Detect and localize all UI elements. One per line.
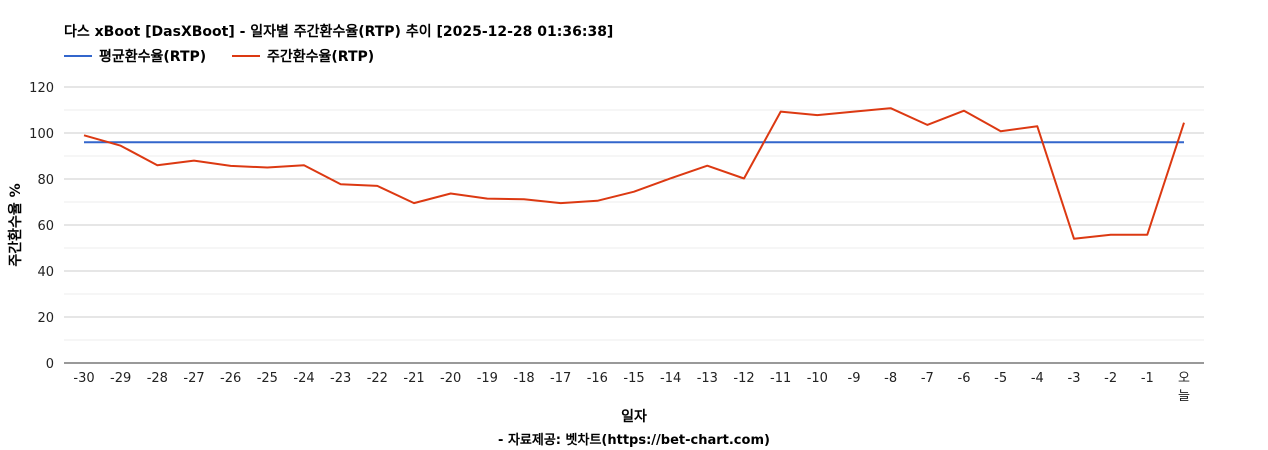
y-tick-label: 80	[37, 173, 54, 188]
x-tick-label: -8	[884, 371, 897, 386]
legend-item-weekly[interactable]: 주간환수율(RTP)	[232, 46, 374, 66]
legend-swatch-weekly	[232, 55, 260, 57]
legend-label-average: 평균환수율(RTP)	[99, 49, 207, 65]
x-tick-label: -17	[550, 371, 571, 386]
x-tick-label: -20	[440, 371, 461, 386]
x-tick-label: -2	[1104, 371, 1117, 386]
x-tick-label: -6	[958, 371, 971, 386]
x-tick-label: 늘	[1178, 389, 1190, 404]
y-tick-label: 40	[37, 265, 54, 280]
x-tick-label: -13	[697, 371, 718, 386]
x-tick-label: -24	[293, 371, 314, 386]
legend-label-weekly: 주간환수율(RTP)	[267, 49, 375, 65]
x-tick-label: -26	[220, 371, 241, 386]
x-tick-label: -16	[587, 371, 608, 386]
x-tick-label: -30	[73, 371, 94, 386]
x-tick-label: -19	[477, 371, 498, 386]
x-tick-label: -3	[1068, 371, 1081, 386]
x-tick-label: -10	[807, 371, 828, 386]
legend-item-average[interactable]: 평균환수율(RTP)	[64, 46, 206, 66]
x-axis-title: 일자	[621, 409, 647, 425]
x-tick-label: -7	[921, 371, 934, 386]
legend-swatch-average	[64, 55, 92, 57]
y-tick-label: 60	[37, 219, 54, 234]
x-tick-label: -27	[183, 371, 204, 386]
x-tick-label: 오	[1178, 371, 1190, 386]
y-tick-label: 120	[29, 81, 54, 96]
x-tick-label: -23	[330, 371, 351, 386]
x-tick-label: -12	[733, 371, 754, 386]
x-tick-label: -14	[660, 371, 681, 386]
chart-title: 다스 xBoot [DasXBoot] - 일자별 주간환수율(RTP) 추이 …	[64, 24, 614, 40]
x-tick-label: -29	[110, 371, 131, 386]
x-tick-label: -5	[994, 371, 1007, 386]
series-line-weekly	[83, 107, 1185, 240]
y-tick-label: 20	[37, 311, 54, 326]
y-tick-label: 100	[29, 127, 54, 142]
x-tick-label: -18	[513, 371, 534, 386]
y-tick-label: 0	[46, 357, 54, 372]
x-tick-label: -9	[848, 371, 861, 386]
data-source-credit: - 자료제공: 벳차트(https://bet-chart.com)	[498, 433, 770, 448]
x-tick-label: -28	[147, 371, 168, 386]
x-tick-label: -22	[367, 371, 388, 386]
x-tick-label: -4	[1031, 371, 1044, 386]
x-tick-label: -25	[257, 371, 278, 386]
x-tick-label: -21	[403, 371, 424, 386]
x-tick-label: -15	[623, 371, 644, 386]
x-tick-label: -11	[770, 371, 791, 386]
x-tick-label: -1	[1141, 371, 1154, 386]
